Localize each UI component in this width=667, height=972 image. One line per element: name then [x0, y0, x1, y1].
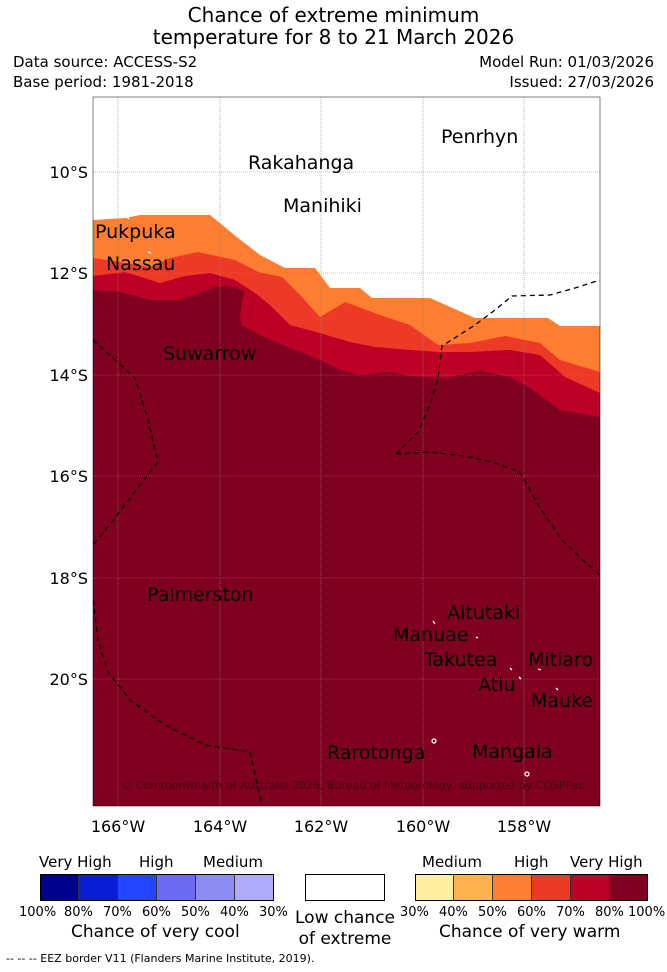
- lon-label: 162°W: [294, 817, 349, 836]
- place-label: Takutea: [423, 649, 497, 671]
- warm-tick: 50%: [478, 905, 507, 920]
- cool-tick: 30%: [259, 905, 288, 920]
- cool-tick: 50%: [181, 905, 210, 920]
- place-label: Aitutaki: [447, 602, 520, 624]
- place-label: Nassau: [106, 253, 175, 275]
- warm-swatch: [493, 874, 532, 901]
- cool-swatch: [196, 874, 235, 901]
- lat-label: 20°S: [49, 670, 88, 689]
- eez-border: [93, 279, 600, 806]
- place-label: Rakahanga: [248, 152, 354, 174]
- cool-tick: 80%: [64, 905, 93, 920]
- warm-tick: 60%: [517, 905, 546, 920]
- warm-swatch: [415, 874, 454, 901]
- cool-swatch: [79, 874, 118, 901]
- issued-date: Issued: 27/03/2026: [509, 73, 654, 91]
- place-label: Pukpuka: [95, 221, 176, 243]
- lat-label: 12°S: [49, 264, 88, 283]
- lat-label: 10°S: [49, 163, 88, 182]
- cool-level-high: High: [139, 853, 174, 871]
- warm-level-high: High: [514, 853, 549, 871]
- map-canvas: 10°S 12°S 14°S 16°S 18°S 20°S 166°W 164°…: [49, 96, 601, 836]
- place-label: Palmerston: [147, 584, 254, 606]
- place-label: Atiu: [478, 674, 515, 696]
- neutral-caption-line-1: Low chance: [295, 908, 395, 928]
- warm-level-very-high: Very High: [570, 853, 643, 871]
- base-period: Base period: 1981-2018: [13, 73, 194, 91]
- lon-label: 164°W: [193, 817, 248, 836]
- cool-swatch: [235, 874, 274, 901]
- lat-label: 14°S: [49, 366, 88, 385]
- place-label: Mitiaro: [528, 649, 593, 671]
- map-frame: [92, 96, 601, 807]
- place-label: Suwarrow: [163, 343, 256, 365]
- warm-level-medium: Medium: [422, 853, 482, 871]
- warm-tick: 40%: [439, 905, 468, 920]
- eez-footnote: -- -- -- EEZ border V11 (Flanders Marine…: [6, 952, 315, 965]
- model-run: Model Run: 01/03/2026: [479, 53, 654, 71]
- lat-label: 18°S: [49, 569, 88, 588]
- warm-tick: 70%: [556, 905, 585, 920]
- place-label: Manihiki: [283, 195, 362, 217]
- warm-tick: 80%: [595, 905, 624, 920]
- warm-swatch: [610, 874, 648, 901]
- cool-level-medium: Medium: [203, 853, 263, 871]
- lon-label: 160°W: [396, 817, 451, 836]
- cool-swatch: [157, 874, 196, 901]
- cool-caption: Chance of very cool: [71, 922, 240, 942]
- neutral-caption-line-2: of extreme: [298, 929, 392, 949]
- warm-swatch: [532, 874, 571, 901]
- cool-bar-frame: [40, 874, 274, 901]
- lon-label: 158°W: [497, 817, 552, 836]
- lat-label: 16°S: [49, 467, 88, 486]
- cool-swatch: [40, 874, 79, 901]
- copyright-notice: © Commonwealth of Australia 2026, Bureau…: [121, 779, 584, 792]
- cool-tick: 60%: [142, 905, 171, 920]
- place-label: Manuae: [393, 624, 468, 646]
- warm-swatch: [571, 874, 610, 901]
- lon-label: 166°W: [91, 817, 146, 836]
- graticule: [93, 97, 600, 806]
- place-label: Mauke: [531, 690, 593, 712]
- warm-tick: 30%: [400, 905, 429, 920]
- cool-tick: 70%: [103, 905, 132, 920]
- data-source: Data source: ACCESS-S2: [13, 53, 198, 71]
- cool-level-very-high: Very High: [39, 853, 112, 871]
- cool-tick: 40%: [220, 905, 249, 920]
- title-line-2: temperature for 8 to 21 March 2026: [152, 25, 515, 49]
- cool-tick: 100%: [19, 905, 57, 920]
- neutral-swatch: [305, 874, 385, 901]
- place-label: Mangaia: [472, 741, 553, 763]
- warm-tick: 100%: [628, 905, 666, 920]
- place-label: Rarotonga: [327, 742, 425, 764]
- warm-bar-frame: [415, 874, 648, 901]
- title-line-1: Chance of extreme minimum: [187, 3, 480, 27]
- cool-swatch: [118, 874, 157, 901]
- warm-caption: Chance of very warm: [439, 922, 621, 942]
- place-label: Penrhyn: [441, 126, 518, 148]
- warm-swatch: [454, 874, 493, 901]
- islands: [125, 119, 559, 777]
